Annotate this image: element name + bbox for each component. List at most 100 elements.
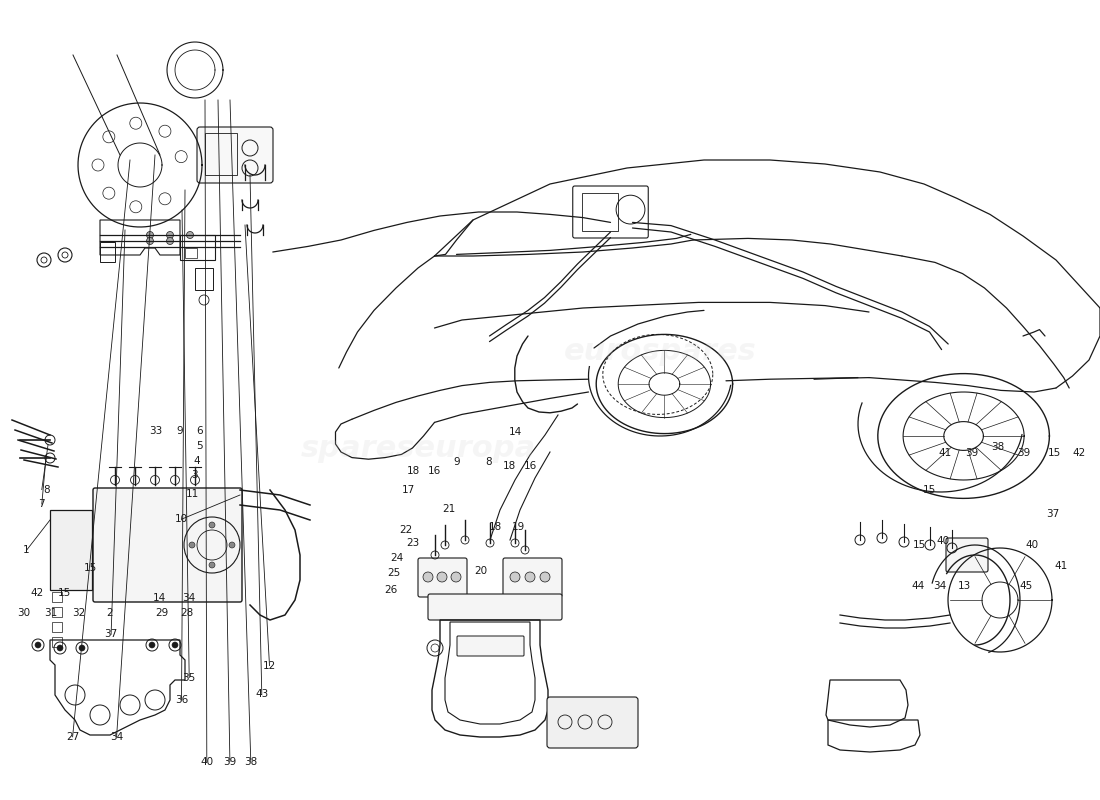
Bar [52, 607, 62, 617]
Circle shape [540, 572, 550, 582]
Text: 15: 15 [58, 588, 72, 598]
Text: 42: 42 [31, 588, 44, 598]
FancyBboxPatch shape [428, 594, 562, 620]
Text: 15: 15 [923, 486, 936, 495]
Bar [50, 510, 92, 590]
Text: 40: 40 [200, 757, 213, 766]
Text: 17: 17 [402, 486, 415, 495]
Text: 9: 9 [176, 426, 183, 436]
Bar [185, 248, 197, 258]
FancyBboxPatch shape [503, 558, 562, 597]
Text: 18: 18 [503, 462, 516, 471]
Text: 5: 5 [196, 442, 202, 451]
Text: 8: 8 [43, 485, 50, 494]
Circle shape [57, 645, 63, 651]
Text: 39: 39 [1018, 448, 1031, 458]
Text: spareseuropa: spareseuropa [300, 434, 536, 462]
Bar [195, 268, 213, 290]
Text: 37: 37 [1046, 509, 1059, 518]
Text: 29: 29 [155, 608, 168, 618]
Text: 39: 39 [223, 757, 236, 766]
Text: 32: 32 [73, 608, 86, 618]
Text: 19: 19 [512, 522, 525, 532]
Text: 33: 33 [150, 426, 163, 436]
Text: 25: 25 [387, 568, 400, 578]
Text: 41: 41 [1055, 561, 1068, 570]
Text: 15: 15 [913, 540, 926, 550]
Text: 6: 6 [196, 426, 202, 436]
Text: 43: 43 [255, 690, 268, 699]
FancyBboxPatch shape [946, 538, 988, 572]
Text: 20: 20 [474, 566, 487, 576]
Text: 39: 39 [965, 448, 978, 458]
Circle shape [189, 542, 195, 548]
Text: 31: 31 [44, 608, 57, 618]
Text: 2: 2 [107, 608, 113, 618]
Text: 11: 11 [186, 489, 199, 498]
Circle shape [35, 642, 41, 648]
Text: 40: 40 [936, 536, 949, 546]
Bar [52, 637, 62, 647]
Circle shape [146, 238, 154, 245]
Bar [180, 235, 214, 260]
Text: 38: 38 [991, 442, 1004, 452]
Text: 28: 28 [180, 608, 194, 618]
Circle shape [437, 572, 447, 582]
Text: 41: 41 [938, 448, 952, 458]
Text: 1: 1 [23, 546, 30, 555]
Circle shape [525, 572, 535, 582]
Text: 4: 4 [194, 456, 200, 466]
Circle shape [209, 522, 214, 528]
Circle shape [187, 231, 194, 238]
Bar [52, 622, 62, 632]
Text: 34: 34 [183, 593, 196, 602]
Text: 36: 36 [175, 695, 188, 705]
Bar [52, 592, 62, 602]
Text: 27: 27 [66, 732, 79, 742]
Text: 16: 16 [524, 462, 537, 471]
Circle shape [451, 572, 461, 582]
Text: 3: 3 [191, 470, 198, 480]
Text: 24: 24 [390, 554, 404, 563]
Circle shape [166, 231, 174, 238]
FancyBboxPatch shape [456, 636, 524, 656]
Text: 18: 18 [407, 466, 420, 476]
Text: 18: 18 [488, 522, 502, 532]
Text: 16: 16 [428, 466, 441, 476]
Text: 21: 21 [442, 504, 455, 514]
Text: 9: 9 [453, 457, 460, 466]
FancyBboxPatch shape [197, 127, 273, 183]
Circle shape [510, 572, 520, 582]
Circle shape [79, 645, 85, 651]
Text: 15: 15 [1048, 448, 1062, 458]
Circle shape [229, 542, 235, 548]
Text: 37: 37 [104, 630, 118, 639]
Text: 23: 23 [406, 538, 419, 548]
Text: eurospares: eurospares [563, 338, 757, 366]
Text: 44: 44 [912, 582, 925, 591]
Text: 14: 14 [153, 593, 166, 602]
Text: 34: 34 [933, 582, 946, 591]
Circle shape [209, 562, 214, 568]
Text: 8: 8 [485, 457, 492, 466]
Circle shape [424, 572, 433, 582]
Text: 13: 13 [958, 582, 971, 591]
Text: 12: 12 [263, 661, 276, 670]
Text: 10: 10 [175, 514, 188, 524]
Text: 35: 35 [183, 673, 196, 682]
Text: 42: 42 [1072, 448, 1086, 458]
Text: 34: 34 [110, 732, 123, 742]
Text: 14: 14 [509, 427, 522, 437]
Text: 15: 15 [84, 563, 97, 573]
Circle shape [166, 238, 174, 245]
Circle shape [148, 642, 155, 648]
FancyBboxPatch shape [94, 488, 242, 602]
Text: 40: 40 [1025, 540, 1038, 550]
Text: 38: 38 [244, 757, 257, 766]
FancyBboxPatch shape [547, 697, 638, 748]
Text: 30: 30 [18, 608, 31, 618]
Text: 22: 22 [399, 526, 412, 535]
Text: 45: 45 [1020, 582, 1033, 591]
Circle shape [172, 642, 178, 648]
FancyBboxPatch shape [418, 558, 468, 597]
